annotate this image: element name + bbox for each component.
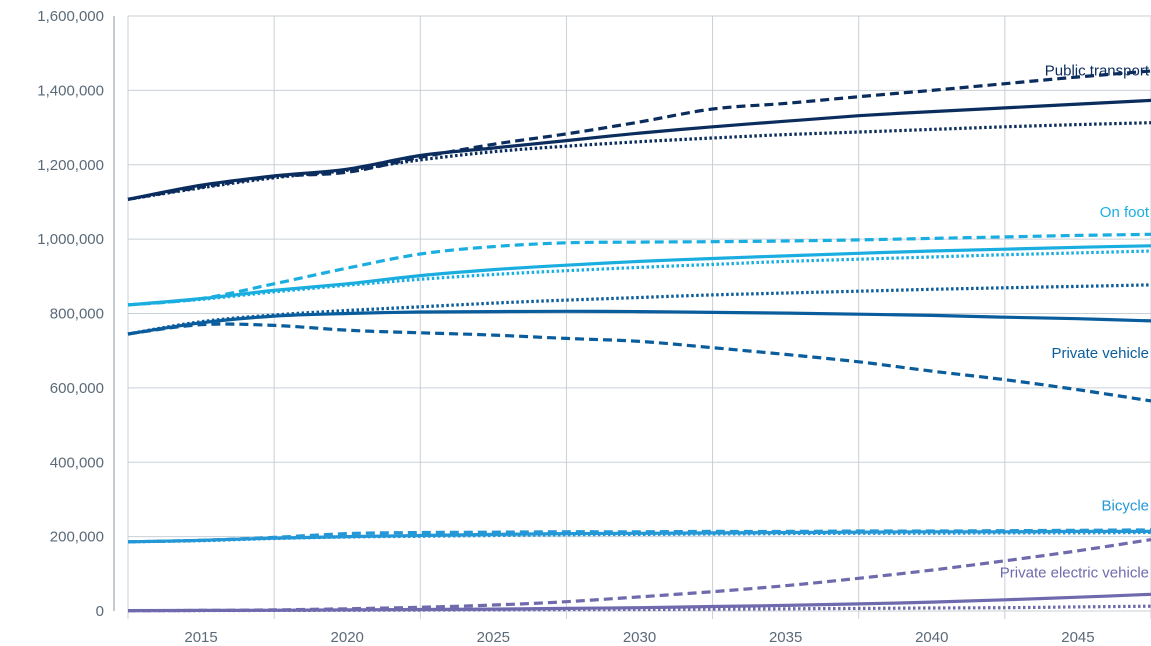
x-tick-label: 2015 bbox=[184, 629, 217, 646]
series-line-bicycle-dotted bbox=[127, 530, 1151, 544]
x-tick-label: 2045 bbox=[1061, 629, 1094, 646]
grid bbox=[127, 15, 1151, 619]
series-label-bicycle: Bicycle bbox=[1101, 498, 1149, 515]
series-label-private-electric-vehicle: Private electric vehicle bbox=[1000, 565, 1149, 582]
series-label-on-foot: On foot bbox=[1100, 204, 1150, 221]
y-tick-label: 1,000,000 bbox=[37, 231, 104, 248]
axes: 0 200,000 400,000 600,000 800,000 1,000,000 1,… bbox=[37, 8, 1094, 646]
y-tick-label: 0 bbox=[96, 603, 104, 620]
series-line-private-vehicle-dashed bbox=[127, 322, 1151, 403]
series-line-on-foot-solid bbox=[127, 244, 1151, 307]
series-line-private-electric-vehicle-dotted bbox=[128, 604, 1151, 613]
y-tick-label: 600,000 bbox=[50, 380, 104, 397]
y-tick-label: 1,200,000 bbox=[37, 157, 104, 174]
annotations: Public transport On foot Private vehicle Bi… bbox=[1000, 63, 1150, 582]
y-tick-label: 400,000 bbox=[50, 454, 104, 471]
x-tick-label: 2025 bbox=[477, 629, 510, 646]
y-tick-label: 200,000 bbox=[50, 529, 104, 546]
x-tick-label: 2020 bbox=[331, 629, 364, 646]
series-label-public-transport: Public transport bbox=[1045, 63, 1150, 80]
series-line-bicycle-dashed bbox=[127, 528, 1151, 544]
x-tick-label: 2040 bbox=[915, 629, 948, 646]
series-line-on-foot-dashed bbox=[127, 232, 1151, 307]
series-line-public-transport-solid bbox=[127, 98, 1151, 201]
series-line-private-electric-vehicle-dashed bbox=[127, 538, 1151, 613]
y-tick-label: 1,600,000 bbox=[37, 8, 104, 25]
series-label-private-vehicle: Private vehicle bbox=[1051, 345, 1149, 362]
series-line-public-transport-dashed bbox=[127, 69, 1151, 201]
y-tick-label: 800,000 bbox=[50, 306, 104, 323]
series-line-private-vehicle-dotted bbox=[127, 283, 1151, 336]
x-tick-label: 2035 bbox=[769, 629, 802, 646]
series-line-public-transport-dotted bbox=[127, 121, 1151, 201]
series-lines bbox=[127, 69, 1151, 613]
series-line-on-foot-dotted bbox=[127, 249, 1151, 307]
series-line-private-electric-vehicle-solid bbox=[127, 592, 1151, 613]
y-tick-label: 1,400,000 bbox=[37, 82, 104, 99]
series-line-private-vehicle-solid bbox=[127, 309, 1151, 336]
x-tick-label: 2030 bbox=[623, 629, 656, 646]
